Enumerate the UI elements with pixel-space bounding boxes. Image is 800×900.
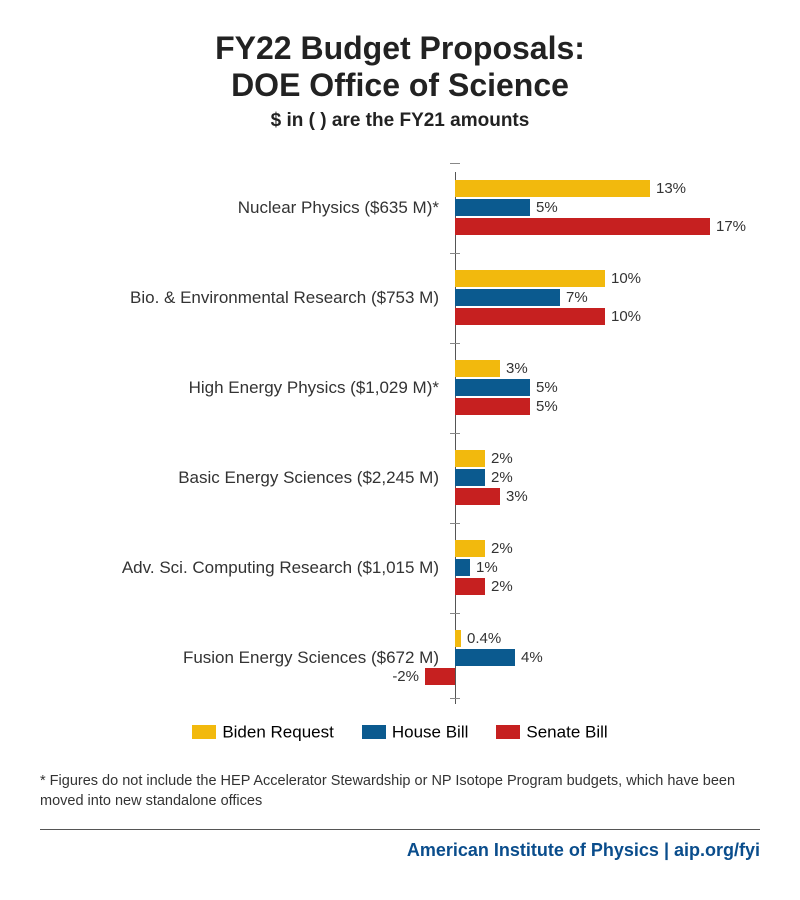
bar-biden xyxy=(455,270,605,287)
legend: Biden Request House Bill Senate Bill xyxy=(40,722,760,743)
bar-chart: Nuclear Physics ($635 M)* 13% 5% 17% Bio. & … xyxy=(40,172,760,704)
bar-value-label: 13% xyxy=(656,180,686,197)
legend-label: Biden Request xyxy=(222,722,334,741)
legend-swatch xyxy=(362,725,386,739)
footnote: * Figures do not include the HEP Acceler… xyxy=(40,772,760,811)
axis-tick xyxy=(450,433,460,434)
bar-value-label: 10% xyxy=(611,270,641,287)
bar-value-label: 5% xyxy=(536,379,558,396)
bar-group: High Energy Physics ($1,029 M)* 3% 5% 5% xyxy=(40,352,760,424)
bar-value-label: 0.4% xyxy=(467,630,501,647)
bar-value-label: -2% xyxy=(392,668,419,685)
legend-item-senate: Senate Bill xyxy=(496,722,607,743)
category-label: Bio. & Environmental Research ($753 M) xyxy=(40,262,445,334)
bar-group: Basic Energy Sciences ($2,245 M) 2% 2% 3% xyxy=(40,442,760,514)
bar-value-label: 3% xyxy=(506,488,528,505)
chart-subtitle: $ in ( ) are the FY21 amounts xyxy=(40,110,760,132)
bar-senate xyxy=(425,668,455,685)
bar-value-label: 2% xyxy=(491,450,513,467)
bar-value-label: 2% xyxy=(491,540,513,557)
bar-house xyxy=(455,649,515,666)
bar-group: Fusion Energy Sciences ($672 M) 0.4% 4% -2% xyxy=(40,622,760,694)
bar-biden xyxy=(455,360,500,377)
bar-house xyxy=(455,289,560,306)
bar-senate xyxy=(455,578,485,595)
bar-value-label: 3% xyxy=(506,360,528,377)
bar-house xyxy=(455,199,530,216)
bar-value-label: 17% xyxy=(716,218,746,235)
bar-value-label: 10% xyxy=(611,308,641,325)
bar-biden xyxy=(455,450,485,467)
legend-swatch xyxy=(192,725,216,739)
axis-tick xyxy=(450,343,460,344)
bar-value-label: 5% xyxy=(536,199,558,216)
bar-value-label: 2% xyxy=(491,469,513,486)
title-line-2: DOE Office of Science xyxy=(231,67,569,103)
legend-label: House Bill xyxy=(392,722,469,741)
legend-swatch xyxy=(496,725,520,739)
footer-divider xyxy=(40,829,760,830)
axis-tick xyxy=(450,523,460,524)
bar-value-label: 4% xyxy=(521,649,543,666)
axis-tick xyxy=(450,163,460,164)
bar-senate xyxy=(455,308,605,325)
axis-tick xyxy=(450,613,460,614)
bar-senate xyxy=(455,218,710,235)
bar-senate xyxy=(455,488,500,505)
category-label: Nuclear Physics ($635 M)* xyxy=(40,172,445,244)
category-label: High Energy Physics ($1,029 M)* xyxy=(40,352,445,424)
title-line-1: FY22 Budget Proposals: xyxy=(215,30,585,66)
category-label: Fusion Energy Sciences ($672 M) xyxy=(40,622,445,694)
chart-title: FY22 Budget Proposals: DOE Office of Sci… xyxy=(40,30,760,104)
category-label: Adv. Sci. Computing Research ($1,015 M) xyxy=(40,532,445,604)
legend-item-biden: Biden Request xyxy=(192,722,334,743)
bar-value-label: 1% xyxy=(476,559,498,576)
bar-value-label: 2% xyxy=(491,578,513,595)
bar-value-label: 5% xyxy=(536,398,558,415)
bar-biden xyxy=(455,180,650,197)
bar-senate xyxy=(455,398,530,415)
chart-container: FY22 Budget Proposals: DOE Office of Sci… xyxy=(40,30,760,870)
bar-group: Nuclear Physics ($635 M)* 13% 5% 17% xyxy=(40,172,760,244)
category-label: Basic Energy Sciences ($2,245 M) xyxy=(40,442,445,514)
bar-value-label: 7% xyxy=(566,289,588,306)
bar-house xyxy=(455,469,485,486)
bar-group: Bio. & Environmental Research ($753 M) 10… xyxy=(40,262,760,334)
bar-group: Adv. Sci. Computing Research ($1,015 M) 2… xyxy=(40,532,760,604)
axis-tick xyxy=(450,253,460,254)
bar-house xyxy=(455,379,530,396)
legend-label: Senate Bill xyxy=(526,722,607,741)
bar-biden xyxy=(455,630,461,647)
legend-item-house: House Bill xyxy=(362,722,469,743)
axis-tick xyxy=(450,698,460,699)
bar-house xyxy=(455,559,470,576)
footer-credit: American Institute of Physics | aip.org/… xyxy=(40,840,760,861)
bar-biden xyxy=(455,540,485,557)
